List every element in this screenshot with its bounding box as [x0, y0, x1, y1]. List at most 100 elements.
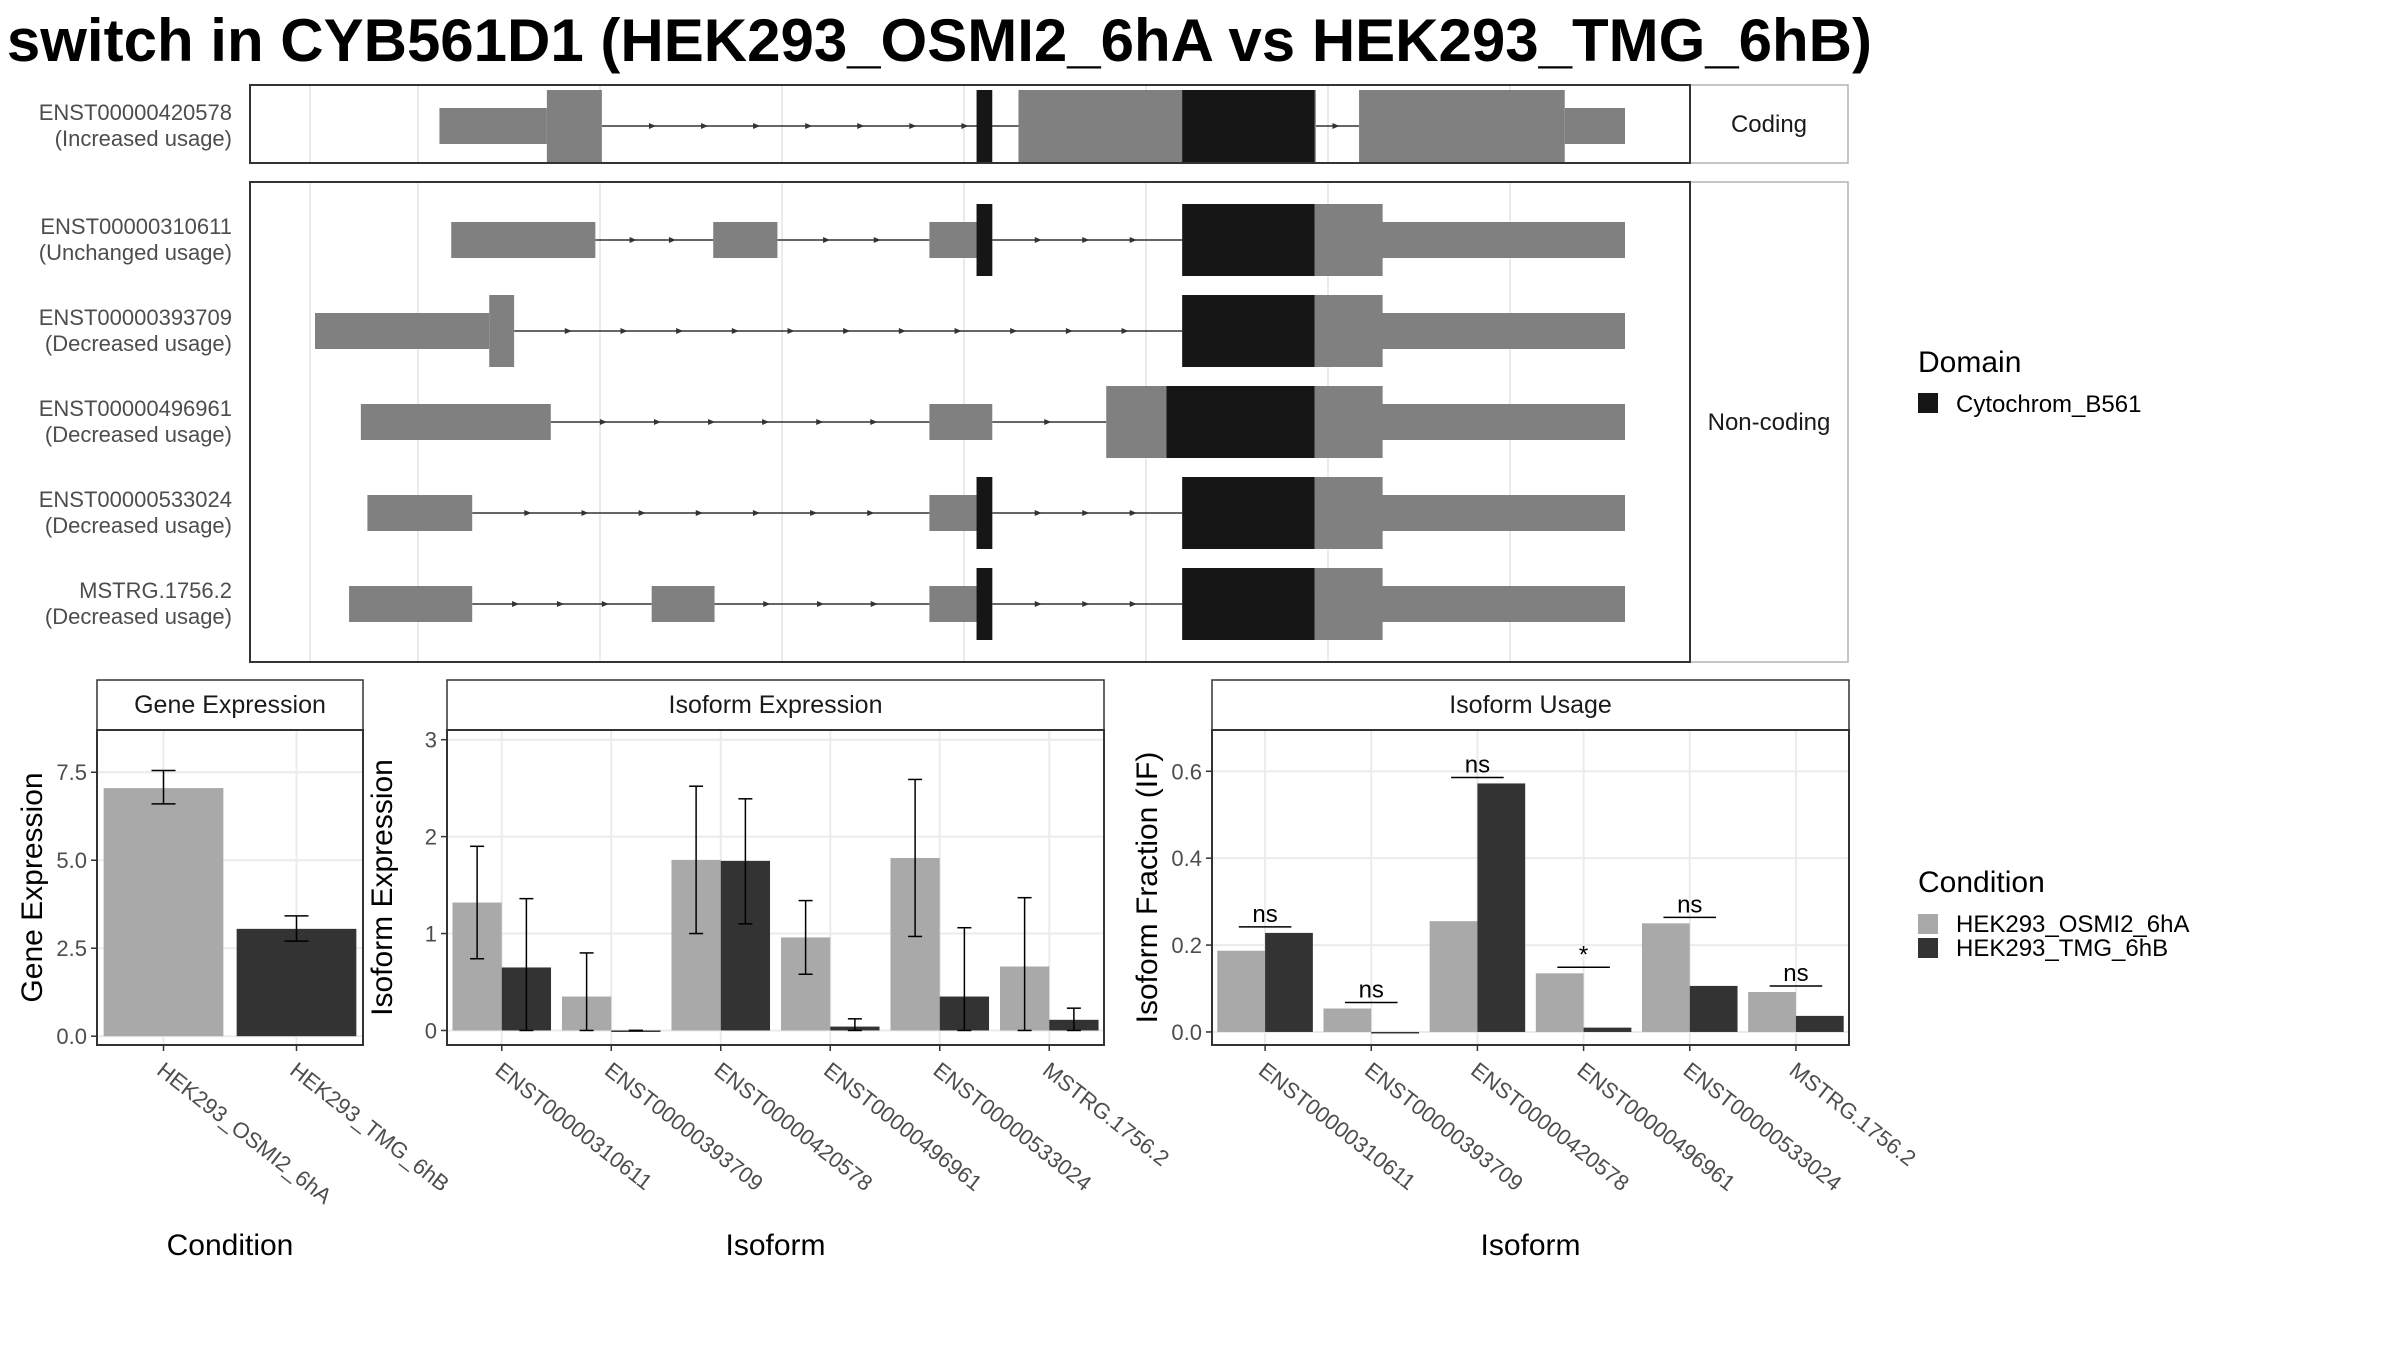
domain-cytochrom-b561	[976, 90, 993, 162]
intron-arrow-icon	[867, 510, 875, 516]
intron-arrow-icon	[701, 123, 709, 129]
transcript-usage-label: (Increased usage)	[55, 126, 232, 151]
utr-exon	[451, 222, 596, 258]
y-tick-label: 5.0	[56, 848, 87, 873]
intron-arrow-icon	[676, 328, 684, 334]
bar	[1477, 783, 1526, 1032]
y-tick-label: 0.0	[1171, 1020, 1202, 1045]
intron-arrow-icon	[1044, 419, 1052, 425]
bar	[1371, 1031, 1420, 1034]
intron-arrow-icon	[708, 419, 716, 425]
legend-condition-swatch	[1918, 938, 1938, 958]
legend-condition-label: HEK293_TMG_6hB	[1956, 935, 2168, 962]
intron-arrow-icon	[620, 328, 628, 334]
group-strip-label: Coding	[1731, 111, 1807, 138]
intron-arrow-icon	[1129, 510, 1137, 516]
coding-exon	[1359, 90, 1565, 162]
intron-arrow-icon	[1082, 237, 1090, 243]
facet-strip-title: Isoform Expression	[669, 691, 883, 719]
legend-condition-title: Condition	[1918, 866, 2045, 899]
intron-arrow-icon	[581, 510, 589, 516]
transcript-usage-label: (Decreased usage)	[45, 331, 232, 356]
utr-exon	[929, 222, 977, 258]
intron-arrow-icon	[762, 419, 770, 425]
bar	[1323, 1008, 1372, 1032]
y-tick-label: 2	[425, 825, 437, 850]
y-tick-label: 2.5	[56, 936, 87, 961]
intron-arrow-icon	[1082, 601, 1090, 607]
structure-panel-border	[249, 84, 1691, 164]
intron-arrow-icon	[810, 510, 818, 516]
legend-domain-label: Cytochrom_B561	[1956, 391, 2141, 418]
intron-arrow-icon	[873, 237, 881, 243]
transcript-id-label: ENST00000420578	[39, 100, 232, 125]
transcript-usage-label: (Unchanged usage)	[39, 240, 232, 265]
utr-exon	[367, 495, 473, 531]
intron-arrow-icon	[731, 328, 739, 334]
domain-cytochrom-b561	[976, 568, 993, 640]
transcript-usage-label: (Decreased usage)	[45, 513, 232, 538]
legend-domain-swatch	[1918, 393, 1938, 413]
intron-arrow-icon	[512, 601, 520, 607]
intron-arrow-icon	[695, 510, 703, 516]
intron-arrow-icon	[648, 123, 656, 129]
bar	[1429, 921, 1478, 1032]
y-axis-title: Isoform Fraction (IF)	[1131, 752, 1164, 1024]
intron-arrow-icon	[601, 601, 609, 607]
intron-arrow-icon	[898, 328, 906, 334]
y-tick-label: 0.6	[1171, 759, 1202, 784]
transcript-id-label: ENST00000393709	[39, 305, 232, 330]
plot-panel-bg	[1212, 730, 1849, 1045]
utr-exon	[929, 404, 993, 440]
intron-arrow-icon	[1129, 237, 1137, 243]
utr-exon	[651, 586, 715, 622]
bar	[1641, 923, 1690, 1032]
domain-cytochrom-b561	[1182, 568, 1315, 640]
intron-arrow-icon	[524, 510, 532, 516]
intron-arrow-icon	[629, 237, 637, 243]
bar	[1583, 1027, 1632, 1032]
intron-arrow-icon	[870, 601, 878, 607]
intron-arrow-icon	[1332, 123, 1340, 129]
intron-arrow-icon	[787, 328, 795, 334]
intron-arrow-icon	[954, 328, 962, 334]
structure-panel-border	[249, 181, 1691, 663]
y-tick-label: 0	[425, 1018, 437, 1043]
transcript-id-label: ENST00000496961	[39, 396, 232, 421]
coding-exon	[1314, 568, 1383, 640]
utr-exon	[929, 495, 977, 531]
intron-arrow-icon	[1034, 601, 1042, 607]
transcript-usage-label: (Decreased usage)	[45, 422, 232, 447]
utr-exon	[315, 313, 490, 349]
utr-exon	[360, 404, 551, 440]
y-tick-label: 0.4	[1171, 846, 1202, 871]
intron-arrow-icon	[753, 123, 761, 129]
facet-strip-title: Gene Expression	[134, 691, 326, 719]
intron-arrow-icon	[556, 601, 564, 607]
significance-label: ns	[1359, 977, 1384, 1004]
intron-arrow-icon	[1129, 601, 1137, 607]
intron-arrow-icon	[816, 419, 824, 425]
bar	[1795, 1015, 1844, 1032]
intron-arrow-icon	[843, 328, 851, 334]
coding-exon	[546, 90, 602, 162]
significance-label: ns	[1465, 751, 1490, 778]
legend-domain-title: Domain	[1918, 346, 2021, 379]
x-axis-title: Isoform	[725, 1229, 825, 1262]
figure-title-clip: Isoform switch in CYB561D1 (HEK293_OSMI2…	[0, 0, 1872, 84]
utr-exon	[929, 586, 977, 622]
transcript-id-label: ENST00000533024	[39, 487, 232, 512]
y-tick-label: 0.2	[1171, 933, 1202, 958]
transcript-id-label: MSTRG.1756.2	[79, 578, 232, 603]
intron-arrow-icon	[668, 237, 676, 243]
coding-exon	[1314, 204, 1383, 276]
utr-exon	[349, 586, 473, 622]
group-strip	[1689, 181, 1849, 663]
intron-arrow-icon	[653, 419, 661, 425]
plot-panel-border	[1211, 729, 1850, 1046]
group-strip	[1689, 84, 1849, 164]
intron-arrow-icon	[870, 419, 878, 425]
plot-panel-border	[96, 729, 364, 1046]
intron-arrow-icon	[564, 328, 572, 334]
x-axis-title: Condition	[167, 1229, 294, 1262]
